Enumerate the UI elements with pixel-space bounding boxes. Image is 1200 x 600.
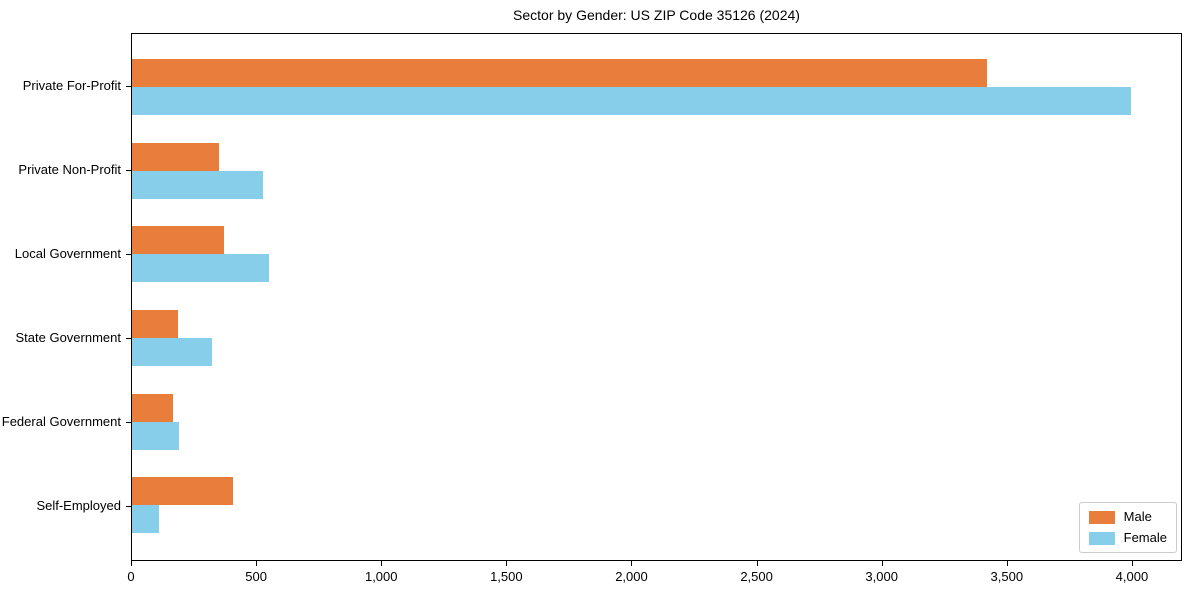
bar-male xyxy=(132,393,174,422)
bar-female xyxy=(132,170,264,199)
x-tick-label: 1,000 xyxy=(364,569,398,584)
y-tick-label: Local Government xyxy=(14,246,121,261)
bar-groups xyxy=(132,34,1181,560)
x-tick-mark xyxy=(1131,561,1133,566)
y-tick-mark xyxy=(126,170,131,171)
legend-label: Male xyxy=(1123,509,1152,524)
x-tick-mark xyxy=(631,561,633,566)
bar-female xyxy=(132,86,1132,115)
y-tick-mark xyxy=(126,422,131,423)
y-tick-label: Self-Employed xyxy=(36,498,121,513)
bar-male xyxy=(132,309,179,338)
x-tick-label: 3,000 xyxy=(865,569,898,584)
y-tick-mark xyxy=(126,86,131,87)
bar-male xyxy=(132,142,220,171)
legend-item: Female xyxy=(1088,530,1167,545)
bar-male xyxy=(132,226,225,255)
bar-group xyxy=(132,45,1181,129)
bar-group xyxy=(132,463,1181,547)
x-tick-label: 0 xyxy=(127,569,135,584)
chart-title: Sector by Gender: US ZIP Code 35126 (202… xyxy=(513,7,800,23)
bar-male xyxy=(132,58,988,87)
x-tick-label: 4,000 xyxy=(1115,569,1149,584)
x-tick-label: 1,500 xyxy=(490,569,523,584)
bar-female xyxy=(132,421,180,450)
legend-swatch-female xyxy=(1088,531,1115,545)
x-tick-label: 500 xyxy=(245,569,267,584)
x-tick-label: 3,500 xyxy=(990,569,1024,584)
x-tick-mark xyxy=(131,561,132,566)
y-tick-mark xyxy=(126,254,131,255)
bar-female xyxy=(132,505,160,534)
x-tick-mark xyxy=(881,561,883,566)
bar-group xyxy=(132,212,1181,296)
bar-female xyxy=(132,254,270,283)
x-tick-mark xyxy=(506,561,508,566)
legend-label: Female xyxy=(1123,530,1167,545)
y-tick-label: Federal Government xyxy=(1,414,121,429)
legend-swatch-male xyxy=(1088,510,1115,524)
plot-area: Male Female xyxy=(131,33,1182,561)
bar-male xyxy=(132,477,234,506)
bar-female xyxy=(132,337,212,366)
y-tick-label: Private Non-Profit xyxy=(18,162,121,177)
bar-group xyxy=(132,129,1181,213)
y-tick-mark xyxy=(126,506,131,507)
x-tick-label: 2,500 xyxy=(740,569,773,584)
legend-item: Male xyxy=(1088,509,1167,524)
y-tick-label: Private For-Profit xyxy=(22,78,121,93)
x-tick-mark xyxy=(381,561,383,566)
bar-group xyxy=(132,296,1181,380)
y-tick-mark xyxy=(126,338,131,339)
x-tick-mark xyxy=(756,561,758,566)
y-tick-label: State Government xyxy=(15,330,122,345)
legend: Male Female xyxy=(1078,502,1177,553)
x-tick-mark xyxy=(256,561,258,566)
bar-group xyxy=(132,380,1181,464)
x-tick-label: 2,000 xyxy=(615,569,648,584)
x-tick-mark xyxy=(1006,561,1008,566)
